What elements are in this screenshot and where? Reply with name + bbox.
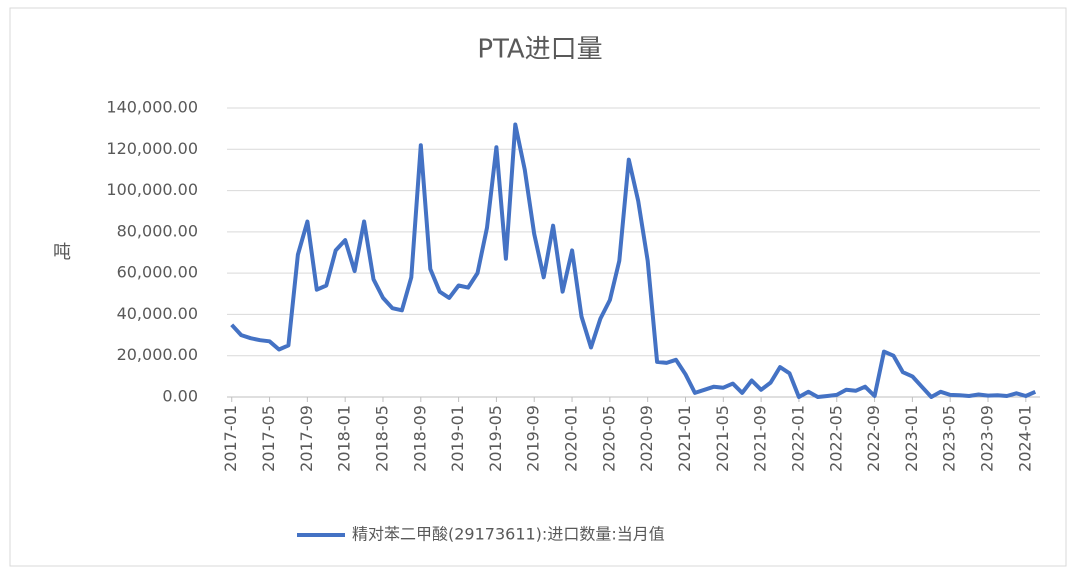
x-tick-label: 2022-05 bbox=[826, 405, 845, 472]
y-tick-label: 40,000.00 bbox=[117, 304, 198, 323]
x-tick-label: 2017-09 bbox=[297, 405, 316, 472]
x-tick-label: 2022-09 bbox=[864, 405, 883, 472]
x-tick-label: 2021-09 bbox=[751, 405, 770, 472]
x-tick-label: 2023-09 bbox=[978, 405, 997, 472]
x-tick-label: 2021-01 bbox=[675, 405, 694, 472]
x-tick-label: 2017-05 bbox=[259, 405, 278, 472]
x-tick-label: 2023-05 bbox=[940, 405, 959, 472]
x-tick-label: 2020-05 bbox=[599, 405, 618, 472]
x-tick-label: 2018-05 bbox=[372, 405, 391, 472]
y-tick-label: 140,000.00 bbox=[106, 98, 198, 117]
data-line bbox=[230, 122, 1037, 399]
chart-title: PTA进口量 bbox=[477, 35, 602, 65]
x-tick-label: 2018-09 bbox=[410, 405, 429, 472]
y-tick-label: 60,000.00 bbox=[117, 263, 198, 282]
y-tick-label: 80,000.00 bbox=[117, 221, 198, 240]
x-tick-label: 2017-01 bbox=[221, 405, 240, 472]
x-tick-label: 2019-09 bbox=[524, 405, 543, 472]
x-tick-label: 2020-09 bbox=[637, 405, 656, 472]
x-tick-label: 2024-01 bbox=[1015, 405, 1034, 472]
x-tick-label: 2022-01 bbox=[788, 405, 807, 472]
x-tick-label: 2023-01 bbox=[902, 405, 921, 472]
x-tick-label: 2021-05 bbox=[713, 405, 732, 472]
y-tick-label: 120,000.00 bbox=[106, 139, 198, 158]
x-tick-label: 2019-05 bbox=[486, 405, 505, 472]
y-tick-label: 0.00 bbox=[162, 387, 198, 406]
chart-border bbox=[9, 7, 1067, 567]
x-tick-label: 2018-01 bbox=[335, 405, 354, 472]
y-axis-label: 吨 bbox=[53, 242, 71, 263]
x-tick-label: 2020-01 bbox=[562, 405, 581, 472]
y-tick-label: 100,000.00 bbox=[106, 180, 198, 199]
y-tick-label: 20,000.00 bbox=[117, 345, 198, 364]
legend-label: 精对苯二甲酸(29173611):进口数量:当月值 bbox=[352, 525, 665, 544]
x-tick-label: 2019-01 bbox=[448, 405, 467, 472]
